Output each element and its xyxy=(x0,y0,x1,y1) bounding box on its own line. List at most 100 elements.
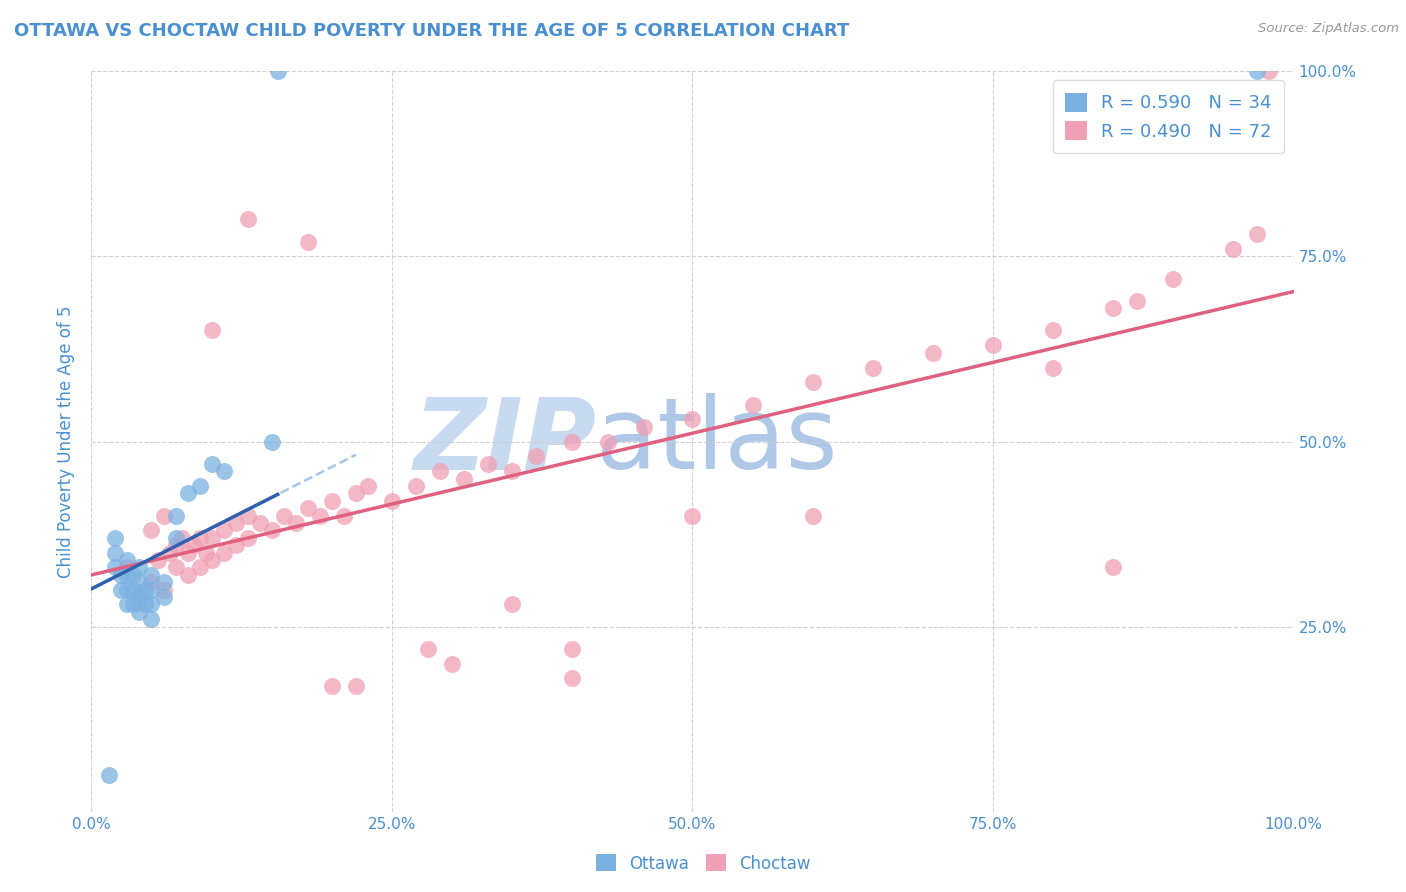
Point xyxy=(561,641,583,656)
Point xyxy=(146,553,169,567)
Text: ZIP: ZIP xyxy=(413,393,596,490)
Point xyxy=(201,324,224,338)
Point xyxy=(104,531,127,545)
Point xyxy=(236,508,259,523)
Point xyxy=(333,508,356,523)
Point xyxy=(128,590,150,604)
Point xyxy=(159,546,181,560)
Point xyxy=(429,464,451,478)
Point xyxy=(104,560,127,574)
Point xyxy=(141,582,163,597)
Point xyxy=(117,553,139,567)
Point xyxy=(122,598,145,612)
Point xyxy=(1246,64,1268,78)
Point xyxy=(260,524,283,538)
Point xyxy=(176,546,198,560)
Point xyxy=(524,450,547,464)
Point xyxy=(201,531,224,545)
Point xyxy=(501,598,523,612)
Point xyxy=(165,538,187,552)
Text: Source: ZipAtlas.com: Source: ZipAtlas.com xyxy=(1258,22,1399,36)
Point xyxy=(128,560,150,574)
Point xyxy=(501,464,523,478)
Point xyxy=(440,657,463,671)
Point xyxy=(170,531,193,545)
Point xyxy=(862,360,884,375)
Point xyxy=(633,419,655,434)
Point xyxy=(176,486,198,500)
Legend: R = 0.590   N = 34, R = 0.490   N = 72: R = 0.590 N = 34, R = 0.490 N = 72 xyxy=(1053,80,1285,153)
Point xyxy=(1042,324,1064,338)
Point xyxy=(165,560,187,574)
Point xyxy=(104,546,127,560)
Point xyxy=(260,434,283,449)
Point xyxy=(308,508,330,523)
Point xyxy=(188,479,211,493)
Point xyxy=(141,598,163,612)
Point xyxy=(117,598,139,612)
Point xyxy=(117,582,139,597)
Point xyxy=(176,567,198,582)
Point xyxy=(128,590,150,604)
Point xyxy=(212,464,235,478)
Point xyxy=(267,64,290,78)
Text: atlas: atlas xyxy=(596,393,838,490)
Point xyxy=(344,679,367,693)
Point xyxy=(297,501,319,516)
Point xyxy=(801,376,824,390)
Point xyxy=(152,508,174,523)
Point xyxy=(1161,271,1184,285)
Point xyxy=(165,531,187,545)
Point xyxy=(141,567,163,582)
Point xyxy=(249,516,271,530)
Point xyxy=(741,397,763,411)
Point xyxy=(1258,64,1281,78)
Point xyxy=(273,508,295,523)
Point xyxy=(381,493,404,508)
Point xyxy=(681,412,703,426)
Point xyxy=(212,546,235,560)
Point xyxy=(922,345,945,359)
Point xyxy=(1102,301,1125,316)
Point xyxy=(344,486,367,500)
Point xyxy=(128,575,150,590)
Point xyxy=(297,235,319,249)
Point xyxy=(236,531,259,545)
Point xyxy=(1222,242,1244,256)
Point xyxy=(405,479,427,493)
Point xyxy=(225,516,247,530)
Point xyxy=(122,567,145,582)
Y-axis label: Child Poverty Under the Age of 5: Child Poverty Under the Age of 5 xyxy=(58,305,76,578)
Point xyxy=(117,560,139,574)
Point xyxy=(357,479,380,493)
Point xyxy=(1246,227,1268,242)
Point xyxy=(134,598,156,612)
Text: OTTAWA VS CHOCTAW CHILD POVERTY UNDER THE AGE OF 5 CORRELATION CHART: OTTAWA VS CHOCTAW CHILD POVERTY UNDER TH… xyxy=(14,22,849,40)
Point xyxy=(152,575,174,590)
Point xyxy=(134,582,156,597)
Point xyxy=(1102,560,1125,574)
Point xyxy=(117,567,139,582)
Point xyxy=(1042,360,1064,375)
Point xyxy=(188,531,211,545)
Point xyxy=(561,672,583,686)
Point xyxy=(1126,293,1149,308)
Point xyxy=(321,679,343,693)
Point xyxy=(165,508,187,523)
Point xyxy=(152,582,174,597)
Point xyxy=(225,538,247,552)
Point xyxy=(194,546,217,560)
Point xyxy=(110,582,132,597)
Point xyxy=(801,508,824,523)
Point xyxy=(201,553,224,567)
Point xyxy=(477,457,499,471)
Point xyxy=(188,560,211,574)
Point xyxy=(681,508,703,523)
Point xyxy=(110,567,132,582)
Point xyxy=(321,493,343,508)
Point xyxy=(416,641,439,656)
Point xyxy=(453,471,475,485)
Point xyxy=(561,434,583,449)
Point xyxy=(141,612,163,626)
Point xyxy=(122,582,145,597)
